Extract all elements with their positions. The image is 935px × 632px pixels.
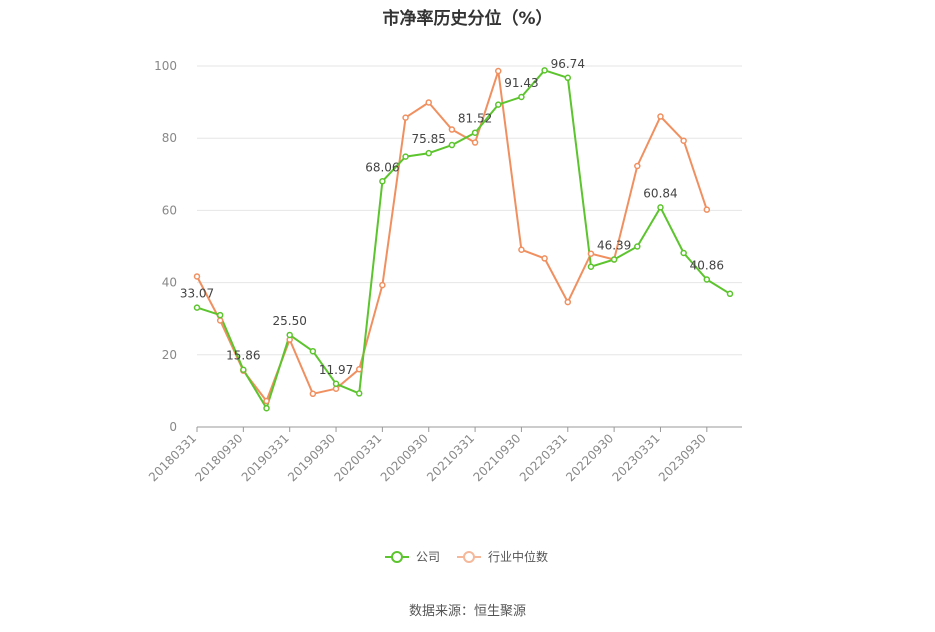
y-tick-label: 80 — [162, 131, 177, 145]
x-axis-labels: 2018033120180930201903312019093020200331… — [146, 431, 709, 484]
data-labels: 33.07 15.86 25.50 11.97 68.06 75.85 81.52 91.43… — [180, 57, 724, 377]
data-point — [634, 243, 641, 250]
data-point — [541, 255, 548, 262]
data-point — [703, 276, 711, 283]
data-point — [193, 273, 201, 280]
data-label: 96.74 — [551, 57, 585, 71]
data-point — [448, 126, 456, 133]
data-point — [193, 304, 201, 311]
data-point — [309, 390, 317, 398]
legend-label-1: 行业中位数 — [488, 549, 548, 564]
data-point — [518, 93, 525, 101]
data-point — [402, 114, 409, 121]
data-point — [263, 404, 270, 412]
data-label: 33.07 — [180, 287, 214, 301]
data-point — [610, 256, 618, 263]
data-label: 25.50 — [273, 314, 307, 328]
data-point — [471, 139, 479, 146]
x-tick-label: 20180331 — [146, 431, 199, 484]
x-tick-label: 20230331 — [610, 431, 663, 484]
data-label: 46.39 — [597, 239, 631, 253]
x-tick-label: 20190331 — [239, 431, 292, 484]
x-tick-label: 20220331 — [517, 431, 570, 484]
x-tick-label: 20220930 — [563, 431, 616, 484]
legend-marker-0 — [391, 551, 403, 563]
data-point — [703, 206, 711, 213]
x-axis — [196, 426, 742, 432]
y-tick-label: 20 — [162, 348, 177, 362]
data-point — [332, 380, 340, 388]
x-tick-label: 20210331 — [424, 431, 477, 484]
data-point — [216, 311, 224, 319]
data-point — [634, 162, 641, 170]
data-point — [402, 153, 409, 160]
data-label: 75.85 — [412, 132, 446, 146]
series-line-0 — [196, 69, 731, 410]
data-point — [286, 331, 293, 339]
data-label: 60.84 — [643, 186, 677, 200]
data-point — [309, 347, 317, 355]
data-label: 68.06 — [365, 160, 399, 174]
data-point — [541, 67, 548, 74]
data-point — [587, 250, 595, 257]
x-tick-label: 20200930 — [378, 431, 431, 484]
data-point — [379, 281, 386, 289]
data-point — [680, 137, 687, 144]
data-point — [680, 249, 687, 257]
data-point — [425, 99, 432, 106]
legend: 公司 行业中位数 — [385, 549, 548, 564]
data-point — [657, 204, 664, 211]
data-point — [587, 263, 595, 270]
data-label: 81.52 — [458, 112, 492, 126]
y-tick-label: 40 — [162, 276, 177, 290]
data-point — [726, 290, 734, 298]
legend-label-0: 公司 — [416, 550, 440, 564]
data-point — [564, 298, 572, 306]
data-point — [518, 246, 525, 253]
x-tick-label: 20210930 — [470, 431, 523, 484]
chart-title: 市净率历史分位（%） — [382, 9, 553, 29]
data-point — [657, 113, 664, 120]
y-tick-label: 60 — [162, 203, 177, 217]
data-point — [216, 317, 224, 324]
data-label: 15.86 — [226, 349, 260, 363]
source-note: 数据来源：恒生聚源 — [408, 604, 526, 619]
data-point — [355, 365, 363, 373]
data-point — [425, 149, 432, 157]
data-point — [355, 390, 363, 397]
data-point — [448, 141, 456, 149]
data-point — [564, 74, 572, 82]
data-point — [471, 129, 479, 136]
data-point — [495, 67, 502, 75]
y-axis-labels: 0 20 40 60 80 100 — [154, 59, 177, 434]
y-tick-label: 0 — [169, 420, 177, 434]
data-label: 11.97 — [319, 363, 353, 377]
data-point — [263, 397, 270, 405]
data-point — [379, 178, 386, 185]
series-points — [193, 67, 734, 412]
data-label: 40.86 — [690, 258, 724, 272]
x-tick-label: 20190930 — [285, 431, 338, 484]
x-tick-label: 20200331 — [331, 431, 384, 484]
x-tick-label: 20230930 — [656, 431, 709, 484]
legend-marker-1 — [463, 551, 475, 563]
data-point — [495, 101, 502, 108]
x-tick-label: 20180930 — [192, 431, 245, 484]
y-tick-label: 100 — [154, 59, 177, 73]
data-label: 91.43 — [504, 76, 538, 90]
series-line-1 — [196, 70, 708, 402]
data-point — [240, 366, 247, 373]
